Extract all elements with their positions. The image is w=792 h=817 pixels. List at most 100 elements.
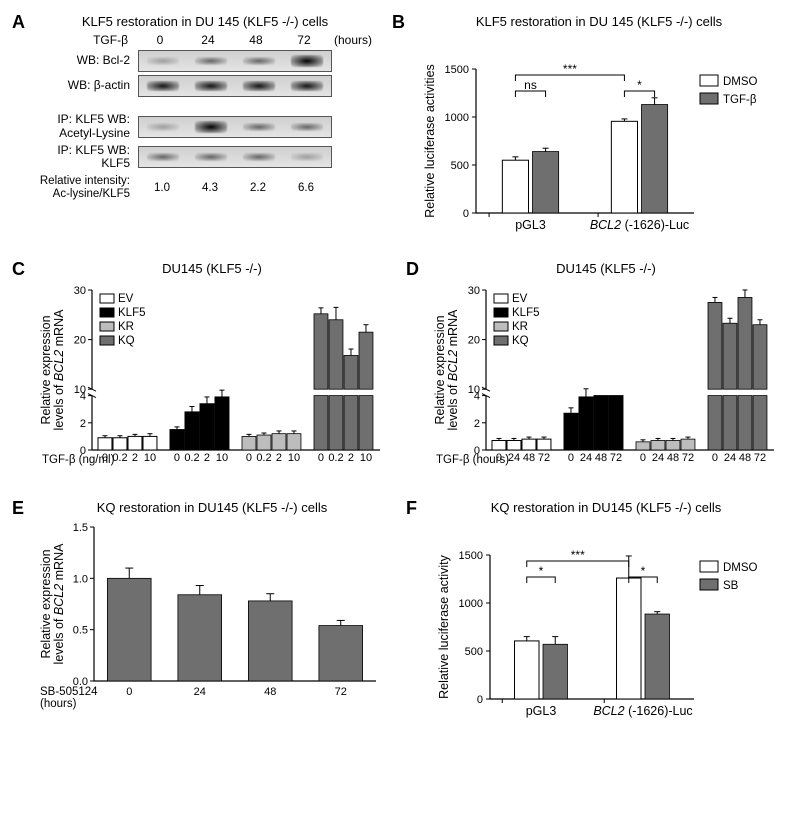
panel-C-chart: 024102030Relative expressionlevels of BC… (38, 280, 386, 480)
svg-text:(hours): (hours) (40, 698, 77, 710)
svg-text:DMSO: DMSO (723, 76, 758, 88)
svg-text:48: 48 (595, 452, 607, 464)
svg-text:EV: EV (512, 293, 528, 305)
svg-text:0.2: 0.2 (112, 452, 127, 464)
panel-A-unit: (hours) (328, 33, 372, 47)
svg-text:10: 10 (74, 384, 86, 396)
svg-text:1.5: 1.5 (73, 522, 88, 534)
svg-text:2: 2 (204, 452, 210, 464)
svg-text:24: 24 (652, 452, 664, 464)
panel-B-chart: 050010001500Relative luciferase activiti… (418, 33, 780, 241)
svg-text:0.5: 0.5 (73, 625, 88, 637)
panel-C-title: DU145 (KLF5 -/-) (38, 261, 386, 276)
wb-row-label: IP: KLF5 WB: KLF5 (38, 144, 138, 172)
svg-text:24: 24 (508, 452, 520, 464)
svg-text:1000: 1000 (459, 598, 483, 610)
panel-A-title: KLF5 restoration in DU 145 (KLF5 -/-) ce… (38, 14, 372, 29)
panel-E: E KQ restoration in DU145 (KLF5 -/-) cel… (12, 498, 386, 727)
panel-A-label: A (12, 12, 25, 33)
svg-text:1500: 1500 (445, 64, 469, 76)
panel-A-timepoints: 0244872 (136, 33, 328, 47)
blot-strip (138, 50, 332, 72)
panel-B: B KLF5 restoration in DU 145 (KLF5 -/-) … (392, 12, 780, 241)
svg-text:24: 24 (724, 452, 736, 464)
svg-text:10: 10 (144, 452, 156, 464)
panel-D-chart: 024102030Relative expressionlevels of BC… (432, 280, 780, 480)
panel-D: D DU145 (KLF5 -/-) 024102030Relative exp… (406, 259, 780, 480)
wb-row-label: IP: KLF5 WB: Acetyl-Lysine (38, 113, 138, 141)
svg-text:BCL2 (-1626)-Luc: BCL2 (-1626)-Luc (593, 704, 692, 718)
panel-A-relintensity-values: 1.04.32.26.6 (138, 182, 330, 194)
svg-text:Relative luciferase activities: Relative luciferase activities (423, 64, 437, 218)
svg-text:SB: SB (723, 580, 739, 592)
svg-text:72: 72 (538, 452, 550, 464)
svg-text:1500: 1500 (459, 550, 483, 562)
panel-A: A KLF5 restoration in DU 145 (KLF5 -/-) … (12, 12, 372, 241)
panel-D-title: DU145 (KLF5 -/-) (432, 261, 780, 276)
panel-E-label: E (12, 498, 24, 519)
svg-text:TGF-β (hours): TGF-β (hours) (436, 454, 509, 466)
svg-text:20: 20 (468, 335, 480, 347)
figure: A KLF5 restoration in DU 145 (KLF5 -/-) … (12, 12, 780, 727)
svg-text:0.2: 0.2 (328, 452, 343, 464)
svg-text:0: 0 (568, 452, 574, 464)
svg-text:48: 48 (739, 452, 751, 464)
svg-text:KQ: KQ (512, 335, 529, 347)
svg-text:1000: 1000 (445, 112, 469, 124)
svg-text:30: 30 (74, 285, 86, 297)
blot-strip (138, 146, 332, 168)
svg-text:500: 500 (465, 646, 483, 658)
svg-text:0: 0 (477, 694, 483, 706)
wb-row-label: WB: β-actin (38, 79, 138, 93)
svg-text:30: 30 (468, 285, 480, 297)
panel-C: C DU145 (KLF5 -/-) 024102030Relative exp… (12, 259, 386, 480)
wb-row-label: WB: Bcl-2 (38, 54, 138, 68)
svg-text:0: 0 (640, 452, 646, 464)
svg-text:0: 0 (463, 208, 469, 220)
svg-text:Relative expression: Relative expression (39, 315, 53, 424)
svg-text:48: 48 (667, 452, 679, 464)
svg-text:2: 2 (474, 418, 480, 430)
svg-text:KR: KR (512, 321, 528, 333)
svg-text:0: 0 (712, 452, 718, 464)
svg-text:2: 2 (276, 452, 282, 464)
panel-F: F KQ restoration in DU145 (KLF5 -/-) cel… (406, 498, 780, 727)
svg-text:24: 24 (194, 686, 206, 698)
svg-text:0.2: 0.2 (256, 452, 271, 464)
panel-E-chart: 0.00.51.01.5Relative expressionlevels of… (38, 519, 386, 719)
svg-text:10: 10 (288, 452, 300, 464)
svg-text:2: 2 (348, 452, 354, 464)
svg-text:72: 72 (682, 452, 694, 464)
svg-text:EV: EV (118, 293, 134, 305)
svg-text:72: 72 (610, 452, 622, 464)
svg-text:10: 10 (360, 452, 372, 464)
svg-text:2: 2 (132, 452, 138, 464)
svg-text:TGF-β: TGF-β (723, 94, 757, 106)
svg-text:10: 10 (216, 452, 228, 464)
svg-text:KR: KR (118, 321, 134, 333)
svg-text:2: 2 (80, 418, 86, 430)
svg-text:levels of BCL2 mRNA: levels of BCL2 mRNA (52, 543, 66, 665)
svg-text:pGL3: pGL3 (526, 704, 557, 718)
svg-text:Relative luciferase activity: Relative luciferase activity (437, 554, 451, 699)
panel-C-label: C (12, 259, 25, 280)
panel-E-title: KQ restoration in DU145 (KLF5 -/-) cells (38, 500, 386, 515)
panel-F-chart: 0 500 1000 1500 Relative luciferase activity… (432, 519, 780, 727)
svg-text:levels of BCL2 mRNA: levels of BCL2 mRNA (52, 309, 66, 431)
svg-text:72: 72 (754, 452, 766, 464)
svg-text:Relative expression: Relative expression (39, 549, 53, 658)
svg-text:pGL3: pGL3 (515, 218, 546, 232)
panel-A-xlabel: TGF-β (38, 33, 136, 47)
svg-text:24: 24 (580, 452, 592, 464)
svg-text:0: 0 (126, 686, 132, 698)
svg-text:0: 0 (246, 452, 252, 464)
svg-text:10: 10 (468, 384, 480, 396)
svg-text:SB-505124: SB-505124 (40, 686, 98, 698)
panel-B-title: KLF5 restoration in DU 145 (KLF5 -/-) ce… (418, 14, 780, 29)
svg-text:***: *** (571, 548, 585, 562)
svg-text:KLF5: KLF5 (512, 307, 540, 319)
panel-F-title: KQ restoration in DU145 (KLF5 -/-) cells (432, 500, 780, 515)
svg-text:72: 72 (335, 686, 347, 698)
svg-text:0.2: 0.2 (184, 452, 199, 464)
svg-text:KLF5: KLF5 (118, 307, 146, 319)
